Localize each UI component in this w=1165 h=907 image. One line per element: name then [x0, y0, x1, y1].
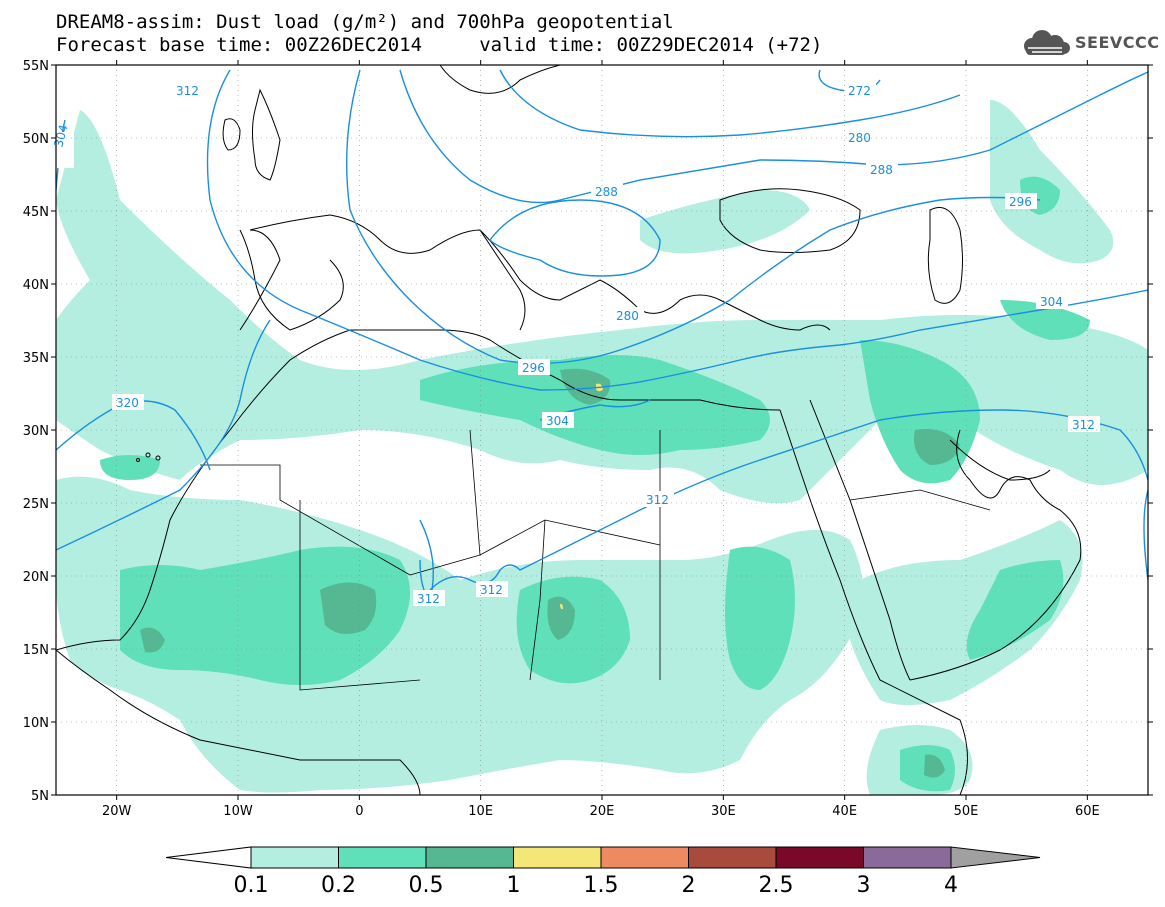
- svg-text:312: 312: [1072, 418, 1095, 432]
- colorbar: 0.1 0.2 0.5 1 1.5 2 2.5 3 4: [165, 846, 1041, 898]
- colorbar-label: 0.2: [321, 873, 356, 898]
- contour-label-272: 272: [844, 82, 876, 98]
- contour-label-304-left: 304: [51, 123, 74, 168]
- colorbar-swatch: [338, 846, 427, 869]
- dust-shading: [56, 100, 1148, 795]
- contour-label-312-top: 312: [172, 82, 204, 98]
- lat-label: 15N: [23, 643, 49, 658]
- cloud-icon: [1024, 30, 1070, 55]
- svg-text:288: 288: [870, 163, 893, 177]
- svg-text:312: 312: [176, 84, 199, 98]
- colorbar-swatch: [775, 846, 864, 869]
- lon-label: 50E: [954, 804, 979, 819]
- country-borders: [200, 429, 991, 691]
- contour-label-312-right: 312: [1068, 416, 1100, 432]
- svg-text:304: 304: [546, 414, 569, 428]
- colorbar-label: 0.5: [409, 873, 444, 898]
- dust-layer-0-5: [140, 368, 960, 778]
- svg-text:296: 296: [1009, 195, 1032, 209]
- colorbar-label: 2: [682, 873, 696, 898]
- gridlines: [56, 65, 1148, 795]
- colorbar-label: 3: [857, 873, 871, 898]
- colorbar-swatch: [250, 846, 339, 869]
- lat-label: 40N: [23, 278, 49, 293]
- svg-text:304: 304: [1040, 295, 1063, 309]
- lon-label: 10W: [223, 804, 253, 819]
- contour-label-304-right: 304: [1036, 293, 1068, 309]
- colorbar-high-arrow: [950, 846, 1041, 869]
- lon-label: 20E: [590, 804, 615, 819]
- contour-label-288-balkan: 288: [591, 183, 623, 199]
- lat-label: 10N: [23, 716, 49, 731]
- map-subtitle: Forecast base time: 00Z26DEC2014 valid t…: [56, 34, 823, 56]
- svg-text:280: 280: [848, 131, 871, 145]
- svg-text:280: 280: [616, 309, 639, 323]
- svg-text:312: 312: [480, 583, 503, 597]
- svg-text:288: 288: [595, 185, 618, 199]
- lat-label: 25N: [23, 497, 49, 512]
- contour-label-296-top: 296: [1005, 193, 1037, 209]
- svg-text:296: 296: [522, 361, 545, 375]
- contour-label-312-center: 312: [642, 491, 674, 507]
- lat-label: 30N: [23, 424, 49, 439]
- colorbar-label: 1.5: [584, 873, 619, 898]
- contour-label-280-greece: 280: [612, 307, 644, 323]
- colorbar-label: 1: [507, 873, 521, 898]
- lon-label: 60E: [1075, 804, 1100, 819]
- colorbar-swatch: [425, 846, 514, 869]
- contour-label-304-center: 304: [542, 412, 574, 428]
- latitude-axis: 5N 10N 15N 20N 25N 30N 35N 40N 45N 50N 55N: [23, 59, 1153, 804]
- colorbar-label: 2.5: [759, 873, 794, 898]
- colorbar-label: 0.1: [234, 873, 269, 898]
- contour-label-320: 320: [112, 394, 144, 410]
- lon-label: 20W: [102, 804, 132, 819]
- contour-label-312-sahel-a: 312: [413, 590, 445, 606]
- colorbar-swatch: [600, 846, 689, 869]
- colorbar-label: 4: [944, 873, 958, 898]
- geopotential-contours: [56, 69, 1148, 602]
- lon-label: 0: [355, 804, 363, 819]
- lat-label: 20N: [23, 570, 49, 585]
- lat-label: 45N: [23, 205, 49, 220]
- colorbar-swatch: [863, 846, 952, 869]
- contour-label-312-sahel-b: 312: [476, 581, 508, 597]
- svg-text:272: 272: [848, 84, 871, 98]
- svg-text:312: 312: [646, 493, 669, 507]
- map-title: DREAM8-assim: Dust load (g/m²) and 700hP…: [56, 11, 674, 33]
- colorbar-low-arrow: [165, 846, 252, 869]
- colorbar-swatch: [688, 846, 777, 869]
- logo-text: SEEVCCC: [1075, 33, 1160, 52]
- lat-label: 55N: [23, 59, 49, 74]
- lat-label: 50N: [23, 132, 49, 147]
- contour-label-296-center: 296: [518, 359, 550, 375]
- contour-label-280: 280: [844, 129, 876, 145]
- lat-label: 5N: [31, 789, 49, 804]
- lon-label: 30E: [711, 804, 736, 819]
- colorbar-swatch: [513, 846, 602, 869]
- svg-text:320: 320: [116, 396, 139, 410]
- svg-text:312: 312: [417, 592, 440, 606]
- contour-label-288: 288: [866, 161, 898, 177]
- lat-label: 35N: [23, 351, 49, 366]
- longitude-axis: 20W 10W 0 10E 20E 30E 40E 50E 60E: [102, 60, 1100, 819]
- lon-label: 40E: [832, 804, 857, 819]
- lon-label: 10E: [468, 804, 493, 819]
